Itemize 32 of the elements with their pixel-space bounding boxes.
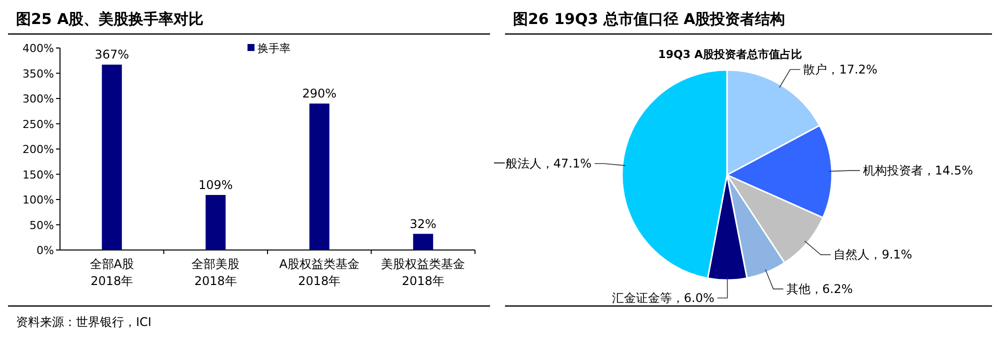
text: 资料来源：世界银行，ICI xyxy=(16,315,152,329)
bar xyxy=(413,234,434,250)
slice-label: 自然人，9.1% xyxy=(834,248,912,262)
y-tick-label: 400% xyxy=(22,42,54,55)
bar xyxy=(309,104,330,250)
y-tick-label: 0% xyxy=(36,244,54,257)
slice-label: 一般法人，47.1% xyxy=(493,156,592,171)
y-tick-label: 100% xyxy=(22,194,54,206)
bar xyxy=(206,194,226,250)
chart-title: 图25 A股、美股换手率对比 xyxy=(16,10,204,28)
legend-label: 换手率 xyxy=(258,42,290,55)
x-tick-label: A股权益类基金 2018年 xyxy=(279,257,360,288)
x-tick-label: 全部A股 2018年 xyxy=(90,257,134,288)
slice-label: 其他，6.2% xyxy=(786,282,853,296)
data-label: 109% xyxy=(198,178,233,192)
y-tick-label: 350% xyxy=(22,67,54,80)
bar xyxy=(102,64,122,250)
chart-subtitle: 19Q3 A股投资者总市值占比 xyxy=(658,48,802,61)
data-label: 367% xyxy=(94,48,130,62)
slice-label: 汇金证金等，6.0% xyxy=(612,291,714,305)
data-label: 290% xyxy=(302,86,337,101)
y-tick-label: 250% xyxy=(22,118,54,131)
y-tick-label: 50% xyxy=(30,218,54,232)
data-label: 32% xyxy=(410,216,436,231)
y-tick-label: 200% xyxy=(22,143,54,156)
y-tick-label: 300% xyxy=(22,92,54,106)
chart-title: 图26 19Q3 总市值口径 A股投资者结构 xyxy=(513,10,786,28)
x-tick-label: 全部美股 2018年 xyxy=(192,257,240,288)
slice-label: 机构投资者，14.5% xyxy=(862,164,974,178)
y-tick-label: 150% xyxy=(22,168,54,182)
x-tick-label: 美股权益类基金 2018年 xyxy=(381,257,466,288)
slice-label: 散户，17.2% xyxy=(803,62,878,76)
